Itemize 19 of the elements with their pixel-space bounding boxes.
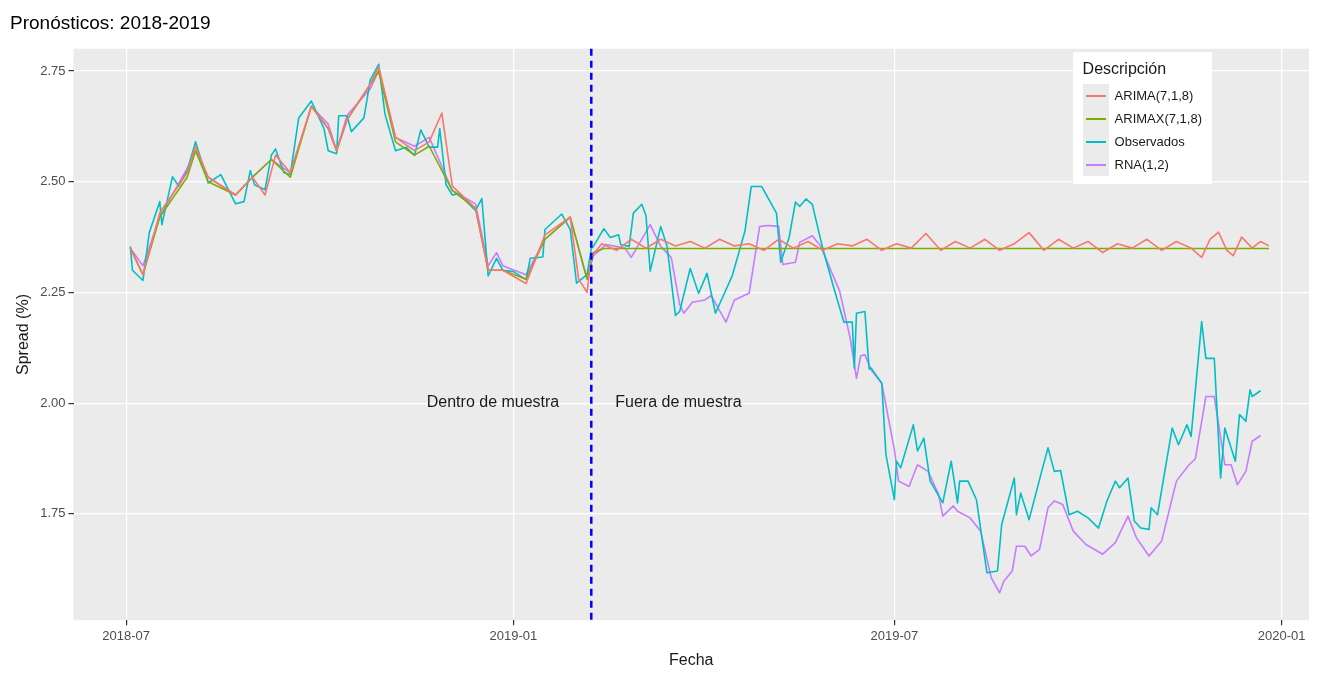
- y-tick-label: 1.75: [40, 505, 66, 521]
- legend-label: ARIMA(7,1,8): [1114, 88, 1194, 103]
- legend-label: RNA(1,2): [1114, 157, 1169, 172]
- y-tick-label: 2.75: [40, 62, 66, 78]
- y-tick-label: 2.25: [40, 284, 66, 299]
- chart-title: Pronósticos: 2018-2019: [10, 11, 211, 33]
- x-tick-label: 2019-07: [870, 627, 919, 643]
- annotation: Dentro de muestra: [426, 393, 560, 411]
- x-axis-title: Fecha: [669, 650, 714, 668]
- y-tick-label: 2.50: [40, 173, 66, 189]
- legend-label: Observados: [1114, 134, 1185, 149]
- x-tick-label: 2020-01: [1257, 627, 1306, 643]
- y-tick-label: 2.00: [40, 394, 66, 410]
- y-axis-title: Spread (%): [14, 294, 32, 375]
- annotation: Fuera de muestra: [615, 393, 742, 411]
- legend-label: ARIMAX(7,1,8): [1114, 111, 1202, 126]
- legend-title: Descripción: [1082, 60, 1168, 78]
- x-tick-label: 2018-07: [102, 627, 150, 643]
- x-tick-label: 2019-01: [489, 627, 538, 643]
